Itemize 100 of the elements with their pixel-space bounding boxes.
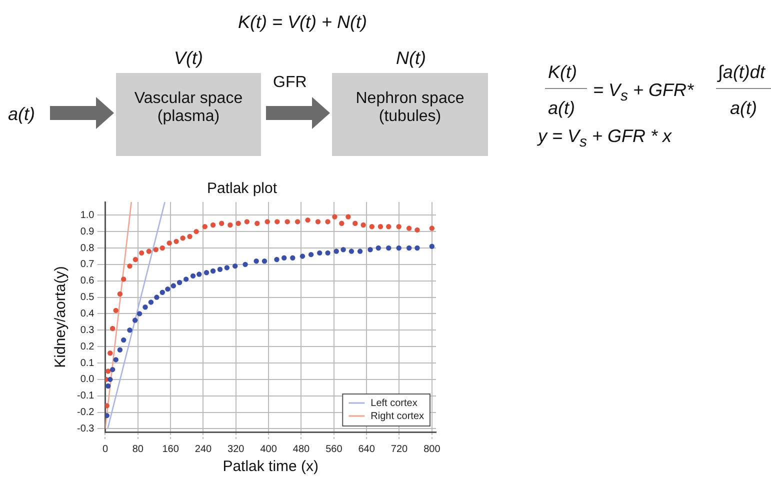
point [294, 219, 300, 224]
legend-label: Left cortex [370, 398, 418, 409]
point [136, 311, 142, 316]
y-axis-title: Kidney/aorta(y) [52, 266, 70, 368]
point [352, 220, 358, 226]
point [108, 376, 113, 382]
point [219, 220, 224, 226]
text: V(t) [174, 48, 203, 69]
chart-title: Patlak plot [206, 180, 278, 198]
point [325, 250, 330, 256]
point [176, 280, 182, 286]
point [274, 219, 280, 224]
point [127, 263, 132, 269]
point [142, 304, 148, 310]
point [376, 245, 382, 251]
y-tick-label: -0.2 [76, 407, 95, 418]
point [117, 347, 123, 352]
x-axis-title: Patlak time (x) [222, 458, 319, 476]
x-tick-label: 640 [358, 444, 376, 455]
x-tick-label: 560 [326, 444, 343, 455]
y-tick-label: 0.1 [80, 358, 95, 369]
point [127, 328, 132, 333]
text: Vascular space (plasma) [133, 90, 244, 127]
y-tick-label: 0.9 [80, 226, 95, 238]
text: ∫a(t)dt [718, 62, 765, 83]
point [202, 224, 208, 230]
point [187, 234, 192, 240]
point [406, 245, 412, 251]
point [315, 219, 321, 224]
point [210, 268, 216, 274]
point [396, 224, 402, 230]
point [210, 222, 216, 228]
point [284, 219, 290, 224]
point [174, 238, 179, 244]
point [105, 412, 110, 418]
point [105, 368, 111, 374]
point [360, 222, 366, 228]
text: a(t) [730, 98, 757, 119]
point [138, 250, 144, 256]
point [154, 294, 160, 300]
point [254, 258, 259, 264]
point [183, 276, 189, 282]
text: N(t) [396, 48, 426, 69]
point [110, 366, 116, 372]
text: a(t) [8, 104, 35, 125]
point [290, 255, 296, 260]
point [325, 219, 330, 224]
point [204, 270, 210, 276]
point [429, 226, 435, 231]
point [340, 247, 346, 252]
point [228, 222, 233, 228]
point [105, 403, 110, 408]
point [190, 273, 196, 279]
point [357, 248, 363, 254]
y-tick-label: 0.8 [80, 242, 95, 254]
point [217, 266, 223, 272]
point [308, 252, 314, 258]
point [121, 276, 126, 282]
point [196, 272, 202, 277]
text: K(t) [548, 62, 577, 83]
point [429, 244, 435, 249]
y-tick-label: -0.3 [76, 423, 95, 434]
text: = V$_{s}$ + GFR* [593, 80, 694, 105]
point [414, 245, 420, 251]
point [166, 240, 172, 246]
point [300, 254, 306, 259]
point [369, 224, 374, 230]
point [165, 286, 170, 292]
point [148, 300, 154, 305]
x-tick-label: 320 [228, 444, 245, 455]
point [274, 256, 280, 262]
point [113, 357, 118, 362]
point [232, 263, 238, 269]
point [334, 248, 339, 254]
y-tick-label: 0.2 [80, 341, 95, 352]
point [132, 256, 138, 262]
x-tick-label: 240 [194, 444, 212, 455]
point [339, 220, 344, 226]
point [317, 250, 322, 256]
point [132, 318, 138, 323]
point [242, 262, 248, 268]
x-tick-label: 480 [292, 444, 310, 455]
point [264, 219, 270, 224]
point [386, 245, 392, 251]
point [378, 224, 384, 230]
y-tick-label: 0.6 [80, 276, 95, 287]
point [170, 283, 176, 288]
point [113, 308, 118, 314]
point [110, 326, 116, 332]
y-tick-label: 0.0 [80, 374, 95, 386]
point [224, 265, 230, 270]
point [105, 383, 111, 389]
point [254, 220, 260, 226]
point [121, 337, 126, 343]
point [368, 247, 373, 252]
point [194, 228, 199, 234]
y-tick-label: 0.5 [80, 292, 95, 304]
x-tick-label: 0 [102, 444, 108, 455]
point [386, 224, 392, 230]
point [332, 214, 338, 220]
